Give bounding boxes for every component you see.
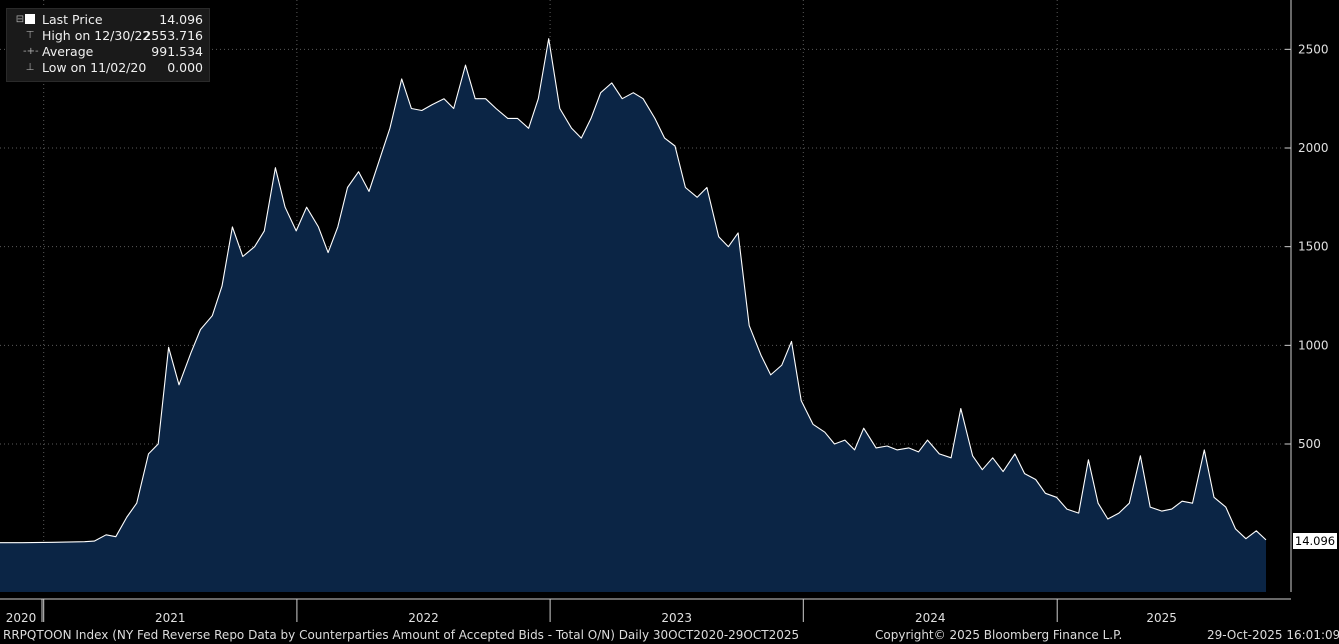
legend-last-price-label: Last Price bbox=[42, 12, 103, 27]
x-tick-label: 2022 bbox=[408, 611, 439, 625]
legend-average-value: 991.534 bbox=[151, 44, 203, 59]
y-axis: 500 1000 1500 2000 2500 bbox=[1285, 0, 1329, 592]
legend-low-label: Low on 11/02/20 bbox=[42, 60, 147, 75]
legend: ⊟ Last Price 14.096 ⊤ High on 12/30/22 2… bbox=[6, 8, 210, 82]
x-axis: 2020 2021 2022 2023 2024 2025 bbox=[0, 598, 1291, 625]
collapse-icon[interactable]: ⊟ bbox=[15, 14, 25, 25]
y-tick-label: 2000 bbox=[1298, 141, 1329, 155]
x-tick-label: 2020 bbox=[6, 611, 37, 625]
x-tick-label: 2025 bbox=[1146, 611, 1177, 625]
average-marker-icon: -+- bbox=[23, 46, 39, 57]
x-tick-label: 2024 bbox=[915, 611, 946, 625]
legend-average: -+- Average 991.534 bbox=[11, 44, 207, 60]
legend-average-label: Average bbox=[42, 44, 94, 59]
y-tick-label: 500 bbox=[1298, 437, 1321, 451]
series-area-last-price bbox=[0, 38, 1266, 592]
legend-high-label: High on 12/30/22 bbox=[42, 28, 151, 43]
y-tick-label: 2500 bbox=[1298, 42, 1329, 56]
footer-description: RRPQTOON Index (NY Fed Reverse Repo Data… bbox=[3, 628, 800, 642]
x-tick-label: 2021 bbox=[155, 611, 186, 625]
legend-high: ⊤ High on 12/30/22 2553.716 bbox=[11, 28, 207, 44]
last-value-tag: 14.096 bbox=[1293, 533, 1337, 549]
legend-last-price-value: 14.096 bbox=[159, 12, 203, 27]
series-line-last-price bbox=[0, 38, 1267, 544]
series-color-swatch bbox=[25, 14, 35, 24]
legend-low-value: 0.000 bbox=[167, 60, 203, 75]
y-tick-label: 1000 bbox=[1298, 338, 1329, 352]
footer-copyright: Copyright© 2025 Bloomberg Finance L.P. bbox=[875, 628, 1123, 642]
x-tick-label: 2023 bbox=[661, 611, 692, 625]
legend-last-price: ⊟ Last Price 14.096 bbox=[11, 12, 207, 28]
legend-high-value: 2553.716 bbox=[143, 28, 203, 43]
footer-timestamp: 29-Oct-2025 16:01:09 bbox=[1207, 628, 1339, 642]
legend-low: ⊥ Low on 11/02/20 0.000 bbox=[11, 60, 207, 76]
low-marker-icon: ⊥ bbox=[25, 62, 35, 73]
plot-area bbox=[0, 38, 1267, 592]
y-tick-label: 1500 bbox=[1298, 240, 1329, 254]
high-marker-icon: ⊤ bbox=[25, 30, 35, 41]
